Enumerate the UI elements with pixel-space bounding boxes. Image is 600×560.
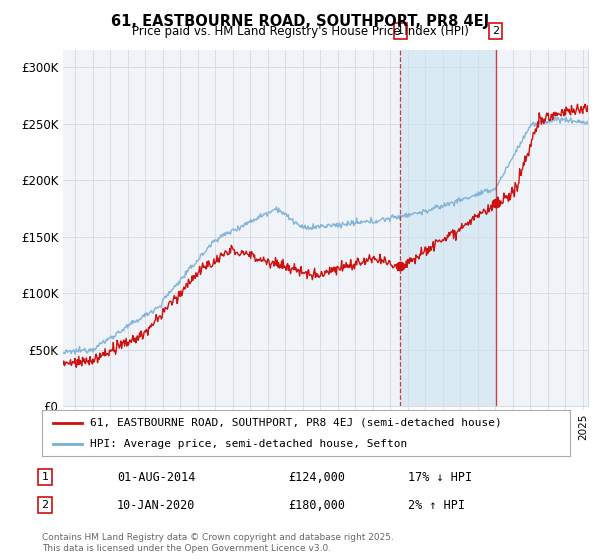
Text: Price paid vs. HM Land Registry's House Price Index (HPI): Price paid vs. HM Land Registry's House … [131,25,469,38]
Text: £180,000: £180,000 [288,498,345,512]
Text: 17% ↓ HPI: 17% ↓ HPI [408,470,472,484]
Text: 2% ↑ HPI: 2% ↑ HPI [408,498,465,512]
Text: 2: 2 [41,500,49,510]
Text: 01-AUG-2014: 01-AUG-2014 [117,470,196,484]
Text: 10-JAN-2020: 10-JAN-2020 [117,498,196,512]
Text: £124,000: £124,000 [288,470,345,484]
Bar [400,50,496,406]
Text: 1: 1 [397,26,404,36]
Text: 61, EASTBOURNE ROAD, SOUTHPORT, PR8 4EJ: 61, EASTBOURNE ROAD, SOUTHPORT, PR8 4EJ [111,14,489,29]
Text: HPI: Average price, semi-detached house, Sefton: HPI: Average price, semi-detached house,… [89,439,407,449]
Text: Contains HM Land Registry data © Crown copyright and database right 2025.
This d: Contains HM Land Registry data © Crown c… [42,533,394,553]
Text: 2: 2 [492,26,499,36]
Text: 1: 1 [41,472,49,482]
Text: 61, EASTBOURNE ROAD, SOUTHPORT, PR8 4EJ (semi-detached house): 61, EASTBOURNE ROAD, SOUTHPORT, PR8 4EJ … [89,418,501,428]
